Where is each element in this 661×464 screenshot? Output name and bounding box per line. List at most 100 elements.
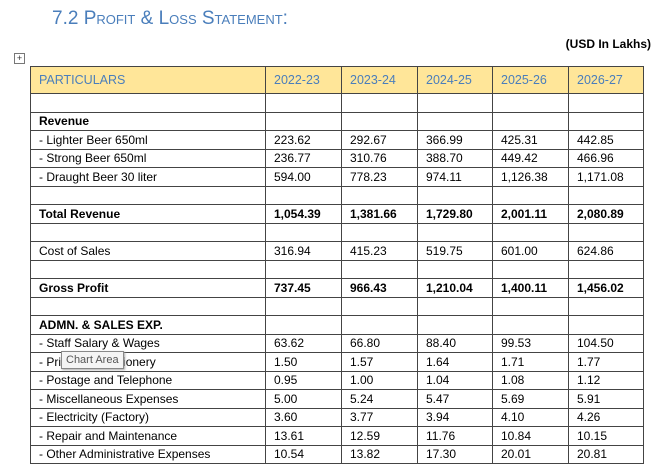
value-cell (341, 185, 418, 205)
value-cell: 13.61 (265, 426, 342, 446)
value-cell: 5.24 (341, 389, 418, 409)
table-row: Cost of Sales 316.94 415.23 519.75 601.00 624… (30, 241, 644, 261)
value-cell (492, 315, 569, 335)
value-cell (265, 185, 342, 205)
value-cell: 2,080.89 (568, 204, 644, 224)
value-cell (568, 259, 644, 279)
value-cell: 425.31 (492, 130, 569, 150)
header-row: PARTICULARS 2022-23 2023-24 2024-25 2025-26 2… (30, 66, 644, 94)
value-cell: 388.70 (417, 148, 493, 168)
value-cell (568, 185, 644, 205)
value-cell (492, 185, 569, 205)
value-cell: 236.77 (265, 148, 342, 168)
value-cell (417, 296, 493, 316)
value-cell: 1,456.02 (568, 278, 644, 298)
value-cell: 0.95 (265, 370, 342, 390)
value-cell: 11.76 (417, 426, 493, 446)
table-row: - Lighter Beer 650ml 223.62 292.67 366.99 42… (30, 130, 644, 150)
value-cell (568, 315, 644, 335)
value-cell (492, 259, 569, 279)
value-cell (341, 259, 418, 279)
table-row: - Electricity (Factory) 3.60 3.77 3.94 4.10 4… (30, 407, 644, 427)
row-label: Cost of Sales (30, 241, 266, 261)
value-cell: 601.00 (492, 241, 569, 261)
table-row: - Other Administrative Expenses 10.54 13.8… (30, 444, 644, 464)
value-cell: 17.30 (417, 444, 493, 464)
value-cell (265, 93, 342, 113)
value-cell: 1.77 (568, 352, 644, 372)
blank-row (30, 93, 644, 113)
value-cell: 13.82 (341, 444, 418, 464)
unit-note: (USD In Lakhs) (565, 37, 651, 51)
value-cell (265, 259, 342, 279)
row-label: - Lighter Beer 650ml (30, 130, 266, 150)
value-cell: 415.23 (341, 241, 418, 261)
value-cell: 1,171.08 (568, 167, 644, 187)
value-cell (417, 185, 493, 205)
value-cell: 1.50 (265, 352, 342, 372)
value-cell (417, 111, 493, 131)
value-cell (492, 93, 569, 113)
value-cell: 966.43 (341, 278, 418, 298)
value-cell: 66.80 (341, 333, 418, 353)
value-cell: 1,381.66 (341, 204, 418, 224)
column-header: 2024-25 (417, 66, 493, 94)
table-row: - Miscellaneous Expenses 5.00 5.24 5.47 5.69… (30, 389, 644, 409)
value-cell (341, 296, 418, 316)
row-label: - Miscellaneous Expenses (30, 389, 266, 409)
value-cell: 99.53 (492, 333, 569, 353)
row-label: Total Revenue (30, 204, 266, 224)
table-row: Revenue (30, 111, 644, 131)
value-cell (417, 259, 493, 279)
value-cell (265, 315, 342, 335)
value-cell: 624.86 (568, 241, 644, 261)
blank-row (30, 259, 644, 279)
value-cell: 20.01 (492, 444, 569, 464)
value-cell: 1.00 (341, 370, 418, 390)
value-cell: 1.57 (341, 352, 418, 372)
table-row: Gross Profit 737.45 966.43 1,210.04 1,400.11… (30, 278, 644, 298)
value-cell: 974.11 (417, 167, 493, 187)
value-cell (492, 222, 569, 242)
value-cell (341, 222, 418, 242)
table-row: ADMN. & SALES EXP. (30, 315, 644, 335)
row-label (30, 185, 266, 205)
value-cell: 449.42 (492, 148, 569, 168)
value-cell: 104.50 (568, 333, 644, 353)
row-label: Revenue (30, 111, 266, 131)
value-cell: 3.60 (265, 407, 342, 427)
table-row: - Staff Salary & Wages 63.62 66.80 88.40 99.… (30, 333, 644, 353)
value-cell: 20.81 (568, 444, 644, 464)
value-cell: 2,001.11 (492, 204, 569, 224)
value-cell: 3.94 (417, 407, 493, 427)
value-cell: 1,126.38 (492, 167, 569, 187)
value-cell: 1.08 (492, 370, 569, 390)
row-label: ADMN. & SALES EXP. (30, 315, 266, 335)
value-cell (417, 315, 493, 335)
value-cell: 316.94 (265, 241, 342, 261)
value-cell: 5.69 (492, 389, 569, 409)
row-label: Gross Profit (30, 278, 266, 298)
table-move-handle[interactable]: + (14, 53, 25, 64)
value-cell: 12.59 (341, 426, 418, 446)
value-cell: 5.47 (417, 389, 493, 409)
value-cell (341, 315, 418, 335)
value-cell: 4.26 (568, 407, 644, 427)
row-label (30, 296, 266, 316)
row-label: - Draught Beer 30 liter (30, 167, 266, 187)
value-cell: 466.96 (568, 148, 644, 168)
column-header: PARTICULARS (30, 66, 266, 94)
value-cell: 1.71 (492, 352, 569, 372)
value-cell: 1,054.39 (265, 204, 342, 224)
blank-row (30, 222, 644, 242)
column-header: 2022-23 (265, 66, 342, 94)
value-cell (492, 296, 569, 316)
value-cell: 1,210.04 (417, 278, 493, 298)
row-label (30, 93, 266, 113)
value-cell: 1,400.11 (492, 278, 569, 298)
value-cell (265, 111, 342, 131)
value-cell: 4.10 (492, 407, 569, 427)
blank-row (30, 185, 644, 205)
table-row: - Draught Beer 30 liter 594.00 778.23 974.1… (30, 167, 644, 187)
value-cell: 442.85 (568, 130, 644, 150)
